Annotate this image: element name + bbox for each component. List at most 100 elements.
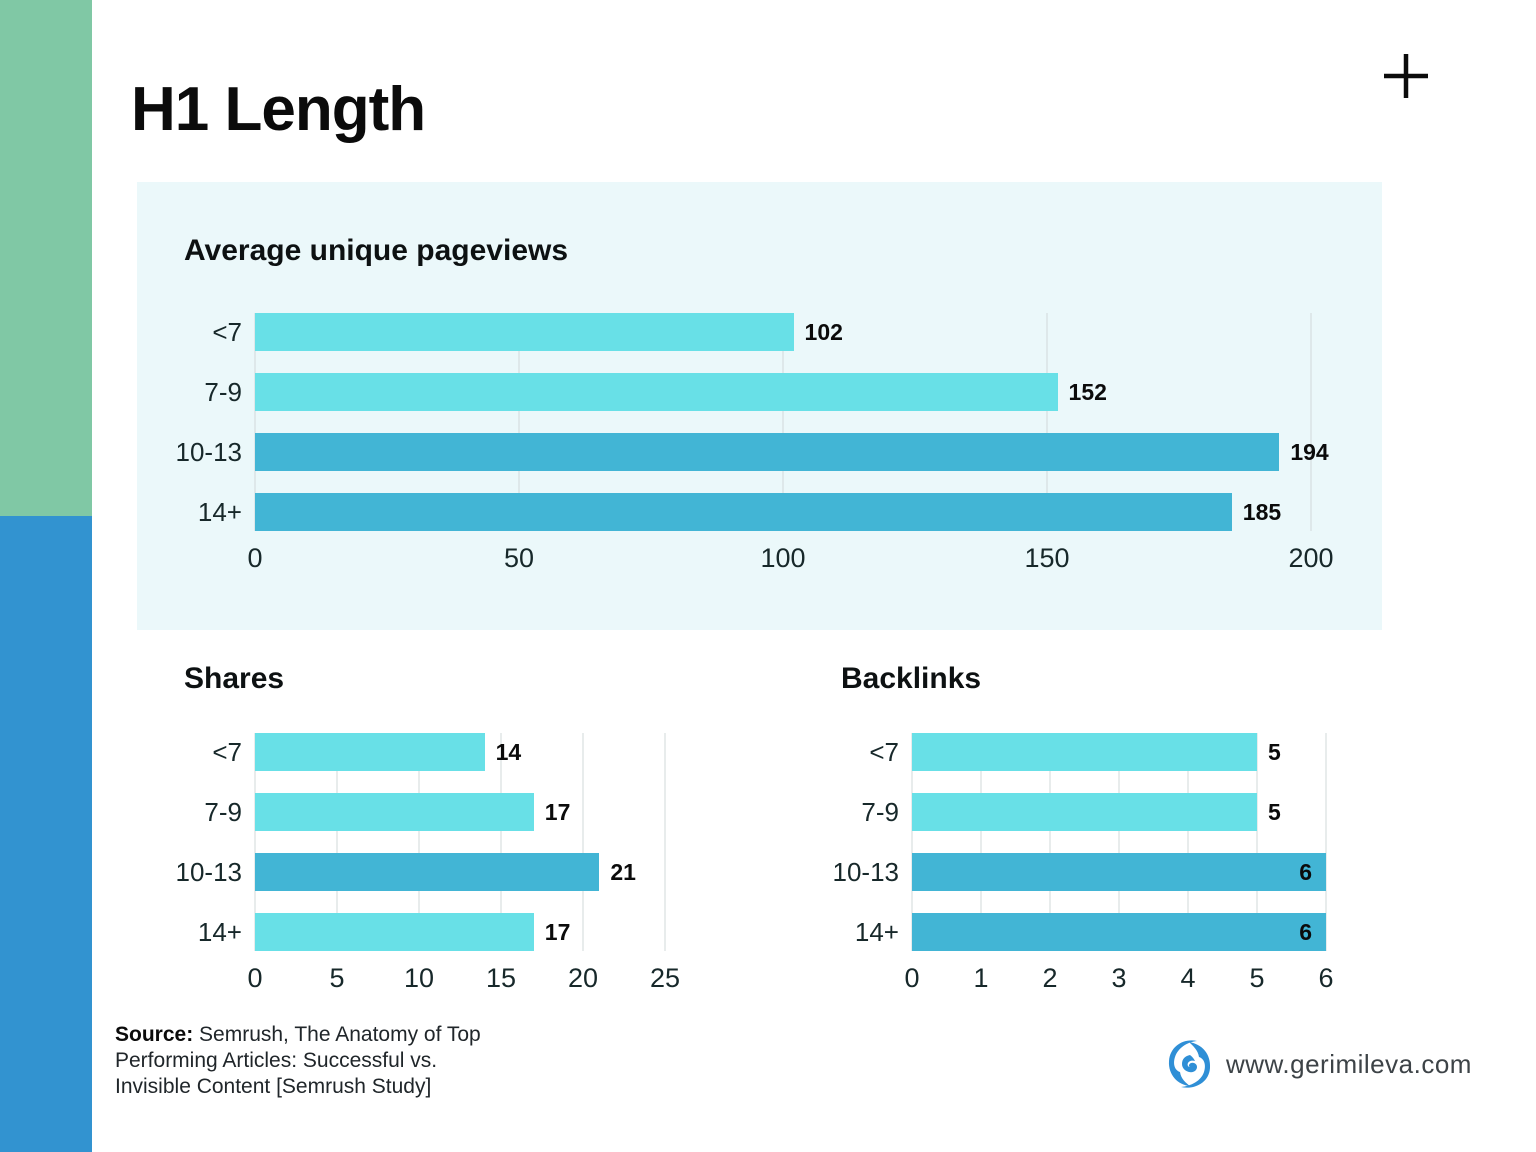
- bar: [912, 793, 1257, 831]
- category-label: <7: [212, 316, 242, 347]
- chart-backlinks: Backlinks <7 5 7-9 5 10-13 6 14+ 6 0 1 2 3 4 5 6: [771, 662, 1431, 1012]
- gridline: [500, 733, 502, 951]
- bar: [255, 493, 1232, 531]
- bar-row: <7 102: [212, 313, 1311, 351]
- category-label: 14+: [197, 496, 242, 527]
- axis-tick-label: 2: [1042, 963, 1058, 993]
- gridline: [1310, 313, 1312, 531]
- bar-row: 10-13 194: [176, 433, 1329, 471]
- gridline: [336, 733, 338, 951]
- bar-value-label: 6: [1299, 858, 1312, 885]
- gridline: [582, 733, 584, 951]
- bar-value-label: 5: [1268, 738, 1281, 765]
- bar-row: 14+ 6: [855, 913, 1326, 951]
- bar-row: 14+ 17: [198, 913, 665, 951]
- category-label: 7-9: [204, 376, 242, 407]
- gridline: [782, 313, 784, 531]
- category-label: 14+: [197, 916, 242, 947]
- bar-value-label: 194: [1290, 438, 1329, 465]
- bar-row: 10-13 6: [833, 853, 1326, 891]
- axis-tick-label: 5: [1249, 963, 1265, 993]
- chart-average-unique-pageviews: Average unique pageviews <7 102 7-9 152 10-13…: [137, 182, 1382, 630]
- category-label: <7: [212, 736, 242, 767]
- gridline: [1049, 733, 1051, 951]
- gridline: [980, 733, 982, 951]
- category-label: <7: [869, 736, 899, 767]
- axis-tick-label: 4: [1180, 963, 1196, 993]
- bar: [255, 373, 1058, 411]
- bar-value-label: 14: [495, 738, 522, 765]
- axis-tick-label: 50: [503, 543, 535, 573]
- chart-title: Average unique pageviews: [184, 234, 569, 267]
- axis-tick-label: 5: [329, 963, 345, 993]
- plot-area: <7 102 7-9 152 10-13 194 14+ 185 0 50 100 150 200: [176, 313, 1334, 573]
- footer-branding: www.gerimileva.com: [1166, 1036, 1472, 1092]
- bar: [912, 913, 1326, 951]
- bar-row: 7-9 152: [204, 373, 1311, 411]
- bar-row: 7-9 5: [861, 793, 1326, 831]
- bar-row: 7-9 17: [204, 793, 665, 831]
- bar: [255, 913, 534, 951]
- axis-tick-label: 20: [567, 963, 599, 993]
- bar-value-label: 17: [544, 918, 571, 945]
- axis-tick-label: 25: [649, 963, 681, 993]
- category-label: 10-13: [175, 436, 243, 467]
- axis-tick-label: 10: [403, 963, 435, 993]
- category-label: 10-13: [175, 856, 243, 887]
- bar-row: 14+ 185: [198, 493, 1311, 531]
- gridline: [254, 733, 256, 951]
- plus-icon: [1384, 54, 1428, 98]
- sidebar-accent-blue: [0, 516, 92, 1152]
- axis-tick-label: 0: [247, 963, 263, 993]
- chart-title: Shares: [184, 662, 285, 695]
- bar: [912, 733, 1257, 771]
- plot-area: <7 14 7-9 17 10-13 21 14+ 17 0 5 10 15 20 25: [176, 733, 680, 993]
- axis-tick-label: 6: [1318, 963, 1334, 993]
- axis-tick-label: 15: [485, 963, 517, 993]
- gridline: [1187, 733, 1189, 951]
- gridline: [254, 313, 256, 531]
- chart-title: Backlinks: [841, 662, 982, 695]
- bar-value-label: 185: [1242, 498, 1282, 525]
- gridline: [911, 733, 913, 951]
- gridline: [1325, 733, 1327, 951]
- category-label: 7-9: [204, 796, 242, 827]
- category-label: 7-9: [861, 796, 899, 827]
- axis-tick-label: 0: [247, 543, 263, 573]
- bar: [255, 853, 600, 891]
- axis-tick-label: 200: [1288, 543, 1334, 573]
- axis-tick-label: 150: [1024, 543, 1070, 573]
- gridline: [418, 733, 420, 951]
- axis-tick-label: 1: [973, 963, 989, 993]
- gridline: [1118, 733, 1120, 951]
- source-label: Source:: [115, 1023, 194, 1046]
- category-label: 10-13: [832, 856, 900, 887]
- bar: [255, 433, 1280, 471]
- gridline: [518, 313, 520, 531]
- bar-value-label: 6: [1299, 918, 1312, 945]
- gerimileva-logo-icon: [1168, 1040, 1211, 1088]
- bar-value-label: 152: [1068, 378, 1107, 405]
- gridline: [1046, 313, 1048, 531]
- source-note: Source: Semrush, The Anatomy of Top Perf…: [115, 1022, 493, 1100]
- chart-shares: Shares <7 14 7-9 17 10-13 21 14+ 17 0 5 10 15 20 25: [114, 662, 774, 1012]
- page-title: H1 Length: [131, 75, 426, 144]
- bar-value-label: 21: [610, 858, 636, 885]
- plot-area: <7 5 7-9 5 10-13 6 14+ 6 0 1 2 3 4 5 6: [833, 733, 1334, 993]
- website-url: www.gerimileva.com: [1226, 1048, 1472, 1079]
- category-label: 14+: [854, 916, 899, 947]
- bar-row: 10-13 21: [176, 853, 665, 891]
- gridline: [1256, 733, 1258, 951]
- sidebar-accent-green: [0, 0, 92, 516]
- gridline: [664, 733, 666, 951]
- bar-row: <7 14: [212, 733, 665, 771]
- bar: [255, 313, 794, 351]
- bar: [255, 733, 485, 771]
- axis-tick-label: 100: [760, 543, 806, 573]
- bar-row: <7 5: [869, 733, 1326, 771]
- bar-value-label: 5: [1268, 798, 1281, 825]
- axis-tick-label: 0: [904, 963, 920, 993]
- bar-value-label: 102: [804, 318, 843, 345]
- axis-tick-label: 3: [1111, 963, 1127, 993]
